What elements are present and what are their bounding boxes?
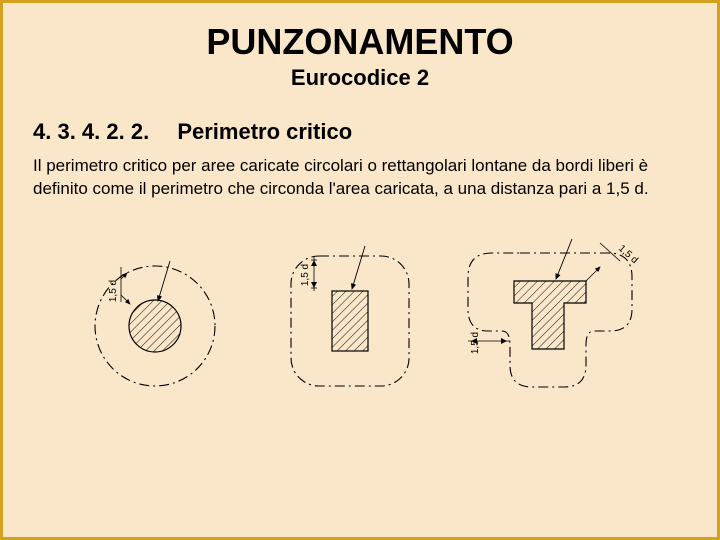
figure-row: 1,5 d 1,5 d: [33, 231, 687, 406]
figure-tee-svg: 1,5 d 1,5 d: [460, 231, 650, 401]
figure-rectangular-svg: 1,5 d: [270, 231, 430, 401]
page-subtitle: Eurocodice 2: [33, 65, 687, 91]
section-heading: 4. 3. 4. 2. 2. Perimetro critico: [33, 119, 687, 145]
figure-rectangular: 1,5 d: [270, 231, 430, 406]
dim-label: 1,5 d: [300, 264, 311, 286]
figure-circular: 1,5 d: [70, 231, 240, 406]
dim-label: 1,5 d: [108, 280, 119, 302]
section-number: 4. 3. 4. 2. 2.: [33, 119, 149, 144]
dim-label: 1,5 d: [470, 332, 481, 354]
section-title: Perimetro critico: [177, 119, 352, 144]
figure-circular-svg: 1,5 d: [70, 231, 240, 401]
dim-label: 1,5 d: [616, 243, 640, 266]
body-paragraph: Il perimetro critico per aree caricate c…: [33, 155, 687, 201]
figure-tee: 1,5 d 1,5 d: [460, 231, 650, 406]
page-title: PUNZONAMENTO: [33, 21, 687, 63]
